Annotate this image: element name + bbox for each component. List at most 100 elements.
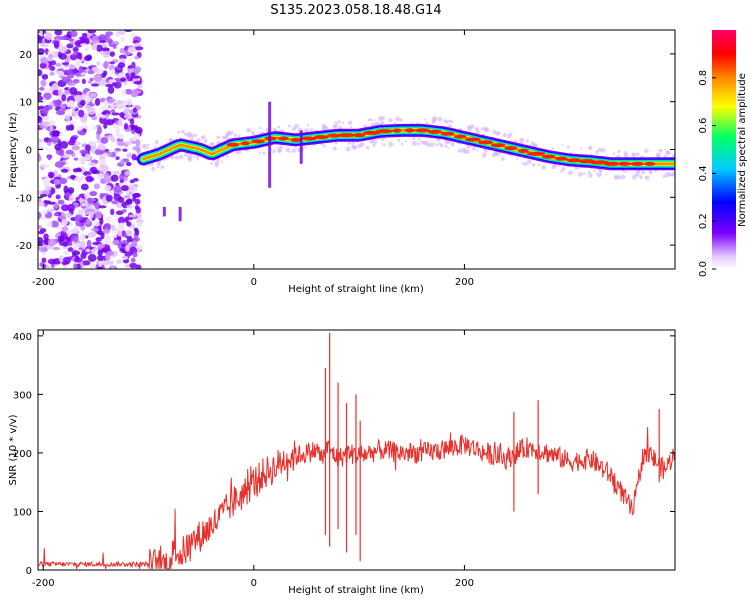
- noise-blob: [123, 107, 130, 114]
- noise-blob: [116, 141, 125, 147]
- noise-blob: [59, 255, 64, 263]
- ridge-halo-point: [457, 148, 463, 153]
- noise-blob: [85, 98, 90, 106]
- noise-blob: [110, 208, 115, 216]
- noise-blob: [108, 79, 117, 84]
- ridge-halo-point: [599, 173, 602, 176]
- noise-blob: [105, 194, 113, 202]
- ridge-halo-point: [639, 176, 643, 180]
- ridge-halo-point: [524, 162, 528, 166]
- ridge-peak: [630, 161, 644, 166]
- noise-blob: [126, 98, 132, 103]
- noise-blob: [107, 151, 113, 158]
- ridge-peak: [464, 137, 481, 142]
- ridge-halo-point: [530, 141, 535, 146]
- noise-blob: [55, 62, 61, 67]
- noise-blob: [42, 200, 51, 204]
- noise-blob: [100, 115, 106, 119]
- ridge-halo-point: [631, 152, 637, 158]
- ridge-halo-point: [474, 126, 480, 132]
- ridge-halo-point: [501, 157, 505, 161]
- ridge-halo-point: [595, 150, 599, 155]
- noise-blob: [111, 82, 117, 87]
- noise-blob: [38, 230, 45, 235]
- ridge-peak: [277, 136, 289, 141]
- noise-blob: [101, 47, 110, 51]
- noise-blob: [74, 141, 81, 146]
- ridge-halo-point: [658, 148, 663, 153]
- noise-blob: [134, 55, 140, 60]
- ridge-halo-point: [209, 142, 215, 148]
- snr-x-axis-label: Height of straight line (km): [288, 585, 424, 596]
- ridge-halo-point: [333, 121, 336, 124]
- ridge-peak: [603, 161, 621, 166]
- top-x-tick-label: 200: [455, 277, 474, 288]
- noise-blob: [124, 88, 133, 95]
- noise-blob: [89, 191, 97, 197]
- ridge-halo-point: [521, 161, 525, 165]
- noise-blob: [97, 261, 103, 268]
- noise-blob: [136, 221, 143, 228]
- ridge-halo-point: [582, 172, 586, 175]
- noise-blob: [134, 126, 143, 134]
- ridge-halo-point: [469, 124, 475, 129]
- ridge-peak: [392, 128, 402, 133]
- noise-blob: [58, 41, 64, 50]
- noise-blob: [103, 223, 112, 229]
- noise-blob: [133, 227, 139, 232]
- noise-blob: [94, 98, 101, 106]
- noise-blob: [61, 218, 69, 226]
- ridge-halo-point: [411, 140, 417, 146]
- noise-blob: [80, 183, 89, 191]
- noise-blob: [40, 79, 47, 87]
- noise-blob: [98, 34, 107, 42]
- top-y-tick-label: 10: [19, 98, 32, 109]
- noise-blob: [42, 209, 48, 215]
- noise-blob: [74, 94, 82, 102]
- spectrogram-panel: -200 0 200 -20 -10 0 10 20 Height of straight l…: [8, 29, 676, 295]
- noise-blob: [38, 153, 41, 162]
- noise-blob: [92, 169, 100, 174]
- noise-blob: [47, 50, 56, 55]
- ridge-halo-point: [235, 150, 240, 155]
- noise-blob: [53, 202, 59, 210]
- noise-blob: [53, 40, 60, 48]
- noise-blob: [115, 156, 120, 161]
- noise-blob: [38, 138, 43, 143]
- noise-blob: [131, 153, 137, 161]
- noise-blob: [71, 145, 80, 151]
- colorbar-tick-label: 0.6: [698, 118, 709, 134]
- noise-blob: [62, 62, 70, 66]
- noise-blob: [126, 204, 133, 209]
- ridge-halo-point: [369, 140, 373, 144]
- ridge-halo-point: [373, 119, 376, 122]
- noise-blob: [59, 148, 65, 157]
- ridge-halo-point: [439, 143, 444, 148]
- colorbar-tick-label: 0.8: [698, 70, 709, 86]
- ridge-halo-point: [187, 155, 192, 161]
- noise-blob: [67, 187, 75, 194]
- snr-plot-frame: [37, 329, 676, 571]
- ridge-halo-point: [560, 169, 564, 173]
- ridge-halo-point: [382, 143, 386, 147]
- noise-blob: [117, 216, 126, 224]
- noise-blob: [68, 197, 74, 202]
- snr-y-tick-label: 200: [13, 449, 32, 460]
- noise-blob: [85, 175, 94, 183]
- noise-blob: [73, 157, 79, 161]
- ridge-halo-point: [259, 151, 262, 154]
- ridge-halo-point: [194, 133, 198, 137]
- noise-blob: [41, 108, 49, 115]
- noise-blob: [97, 249, 103, 257]
- noise-blob: [94, 149, 103, 156]
- noise-blob: [127, 65, 134, 69]
- figure-title: S135.2023.058.18.48.G14: [270, 3, 441, 18]
- noise-blob: [119, 112, 125, 118]
- noise-blob: [82, 37, 90, 42]
- colorbar-gradient: [712, 30, 736, 269]
- ridge-halo-point: [588, 146, 591, 150]
- noise-blob: [100, 78, 108, 87]
- noise-blob: [126, 162, 132, 167]
- noise-blob: [50, 220, 59, 228]
- noise-blob: [47, 238, 57, 247]
